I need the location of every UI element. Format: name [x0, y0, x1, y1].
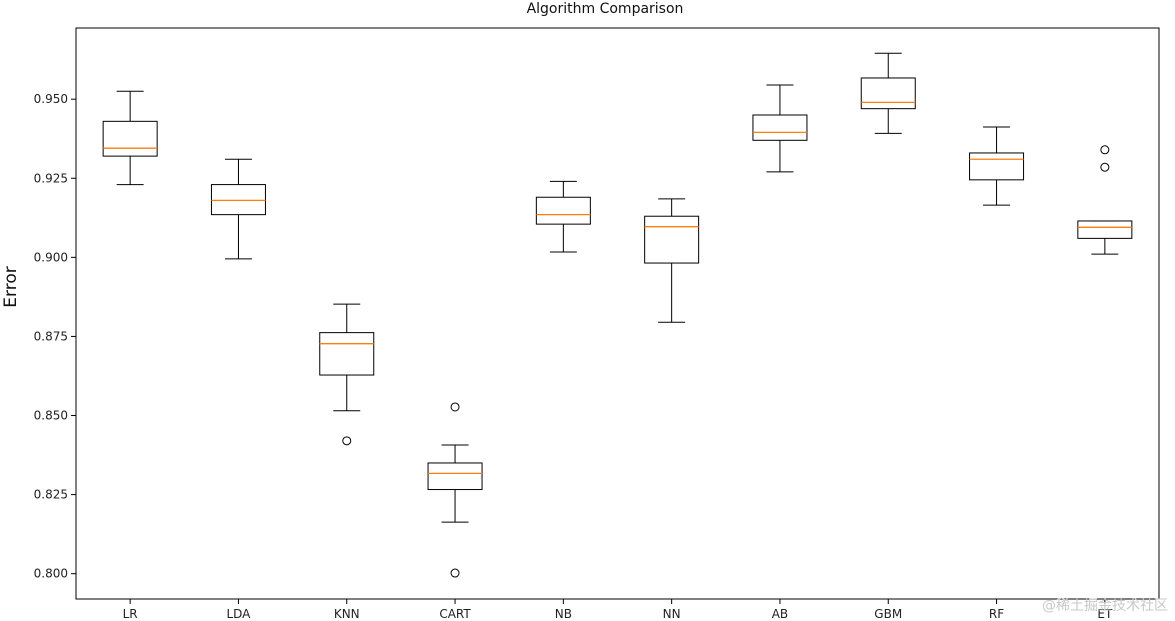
boxes-layer: [102, 52, 1133, 578]
x-tick-label-gbm: GBM: [874, 607, 902, 621]
box-group-et: [1077, 145, 1133, 255]
chart-title: Algorithm Comparison: [527, 1, 684, 17]
box-group-cart: [427, 402, 483, 578]
box-lda: [210, 184, 266, 216]
flier-et: [1100, 162, 1110, 172]
flier-et: [1100, 145, 1110, 155]
box-knn: [319, 332, 375, 376]
x-tick-label-lda: LDA: [226, 607, 251, 621]
y-tick-label: 0.825: [34, 488, 68, 502]
x-tick-label-nn: NN: [663, 607, 681, 621]
y-axis-label: Error: [1, 266, 21, 307]
box-group-knn: [319, 303, 375, 446]
box-group-rf: [969, 126, 1025, 206]
box-group-ab: [752, 84, 808, 173]
x-tick-label-ab: AB: [772, 607, 788, 621]
box-group-nn: [644, 198, 700, 323]
y-tick-label: 0.950: [34, 92, 68, 106]
box-et: [1077, 220, 1133, 239]
box-group-gbm: [860, 52, 916, 134]
x-tick-label-rf: RF: [989, 607, 1004, 621]
watermark-text: @稀土掘金技术社区: [1042, 598, 1168, 614]
box-cart: [427, 462, 483, 491]
box-rf: [969, 152, 1025, 181]
flier-cart: [450, 402, 460, 412]
box-ab: [752, 114, 808, 141]
x-tick-label-cart: CART: [439, 607, 471, 621]
y-tick-label: 0.925: [34, 171, 68, 185]
box-lr: [102, 120, 158, 157]
x-tick-label-nb: NB: [555, 607, 572, 621]
flier-cart: [450, 568, 460, 578]
box-group-nb: [535, 180, 591, 253]
y-tick-label: 0.900: [34, 250, 68, 264]
box-gbm: [860, 77, 916, 110]
x-tick-label-knn: KNN: [334, 607, 360, 621]
y-tick-label: 0.800: [34, 567, 68, 581]
plot-frame: [75, 27, 1160, 600]
box-nn: [644, 215, 700, 264]
flier-knn: [342, 436, 352, 446]
box-nb: [535, 196, 591, 225]
box-group-lda: [210, 158, 266, 260]
x-axis-ticks: LR LDA KNN CART NB NN AB GBM RF ET: [123, 599, 1113, 621]
y-tick-label: 0.850: [34, 409, 68, 423]
box-group-lr: [102, 90, 158, 186]
x-tick-label-et: ET: [1097, 607, 1113, 621]
y-tick-label: 0.875: [34, 329, 68, 343]
x-tick-label-lr: LR: [123, 607, 138, 621]
y-axis-ticks: 0.800 0.825 0.850 0.875 0.900 0.925 0.950: [34, 92, 76, 581]
